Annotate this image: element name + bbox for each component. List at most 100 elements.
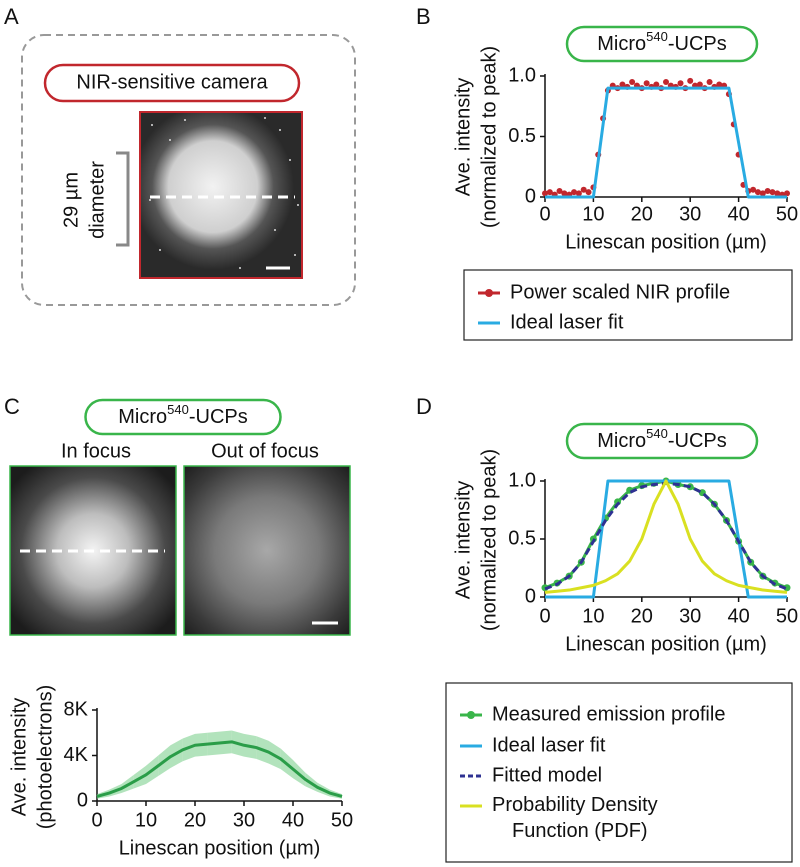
- data-point: [764, 187, 771, 194]
- scale-label: diameter: [86, 161, 108, 239]
- y-tick-label: 0: [525, 585, 536, 607]
- series-line: [544, 479, 788, 594]
- series-line: [544, 479, 788, 590]
- data-point: [542, 190, 548, 197]
- data-point: [759, 190, 766, 197]
- y-tick-label: 1.0: [508, 64, 536, 86]
- legend-label: Power scaled NIR profile: [510, 281, 730, 303]
- legend-box: [445, 682, 793, 863]
- legend-label: Measured emission profile: [492, 703, 725, 725]
- x-tick-label: 20: [184, 809, 206, 831]
- y-axis-label: Ave. intensity: [452, 481, 474, 600]
- data-point: [716, 81, 723, 88]
- data-point: [580, 186, 587, 193]
- data-point: [561, 190, 568, 197]
- legend-label: Probability Density Function (PDF): [492, 794, 663, 842]
- x-tick-label: 30: [679, 605, 701, 627]
- y-axis-label: (photoelectrons): [34, 685, 56, 830]
- y-tick-label: 1.0: [508, 469, 536, 491]
- data-point: [750, 186, 757, 193]
- x-axis-label: Linescan position (µm): [565, 633, 767, 655]
- x-axis-label: Linescan position (µm): [119, 837, 321, 859]
- data-point: [575, 190, 582, 197]
- title-part: -UCPs: [668, 33, 727, 55]
- title-part: 540: [167, 402, 189, 417]
- legend-label: Ideal laser fit: [510, 311, 624, 333]
- data-point: [769, 189, 776, 196]
- legend-label: Fitted model: [492, 764, 602, 786]
- x-tick-label: 30: [233, 809, 255, 831]
- title-part: Micro: [597, 33, 646, 55]
- title-part: 540: [646, 426, 668, 441]
- data-point: [706, 79, 713, 86]
- image-label: Out of focus: [211, 440, 319, 462]
- y-axis-label: Ave. intensity: [8, 698, 30, 817]
- data-point: [556, 187, 563, 194]
- data-point: [754, 189, 761, 196]
- x-tick-label: 40: [727, 605, 749, 627]
- panel-label: A: [4, 4, 19, 29]
- series-line: [545, 86, 787, 199]
- x-tick-label: 50: [776, 605, 798, 627]
- data-point: [585, 189, 592, 196]
- chart-title: Micro540-UCPs: [597, 426, 726, 452]
- series-line: [544, 481, 788, 591]
- data-point: [546, 189, 553, 196]
- legend-box: [463, 269, 793, 341]
- y-axis-label: (normalized to peak): [478, 449, 500, 631]
- data-point: [619, 81, 626, 88]
- y-axis-label: (normalized to peak): [478, 46, 500, 228]
- camera-label: NIR-sensitive camera: [76, 71, 268, 93]
- title-pill: [565, 25, 759, 63]
- x-tick-label: 10: [582, 203, 604, 225]
- panel-label: C: [4, 394, 20, 419]
- out-of-focus-image: [183, 465, 351, 636]
- scale-label: 29 µm: [60, 172, 82, 228]
- title-part: Micro: [118, 406, 167, 428]
- legend-marker: [467, 711, 475, 719]
- y-tick-label: 0: [525, 185, 536, 207]
- x-tick-label: 20: [631, 203, 653, 225]
- title-part: 540: [646, 29, 668, 44]
- nir-image-glow: [140, 112, 302, 278]
- data-point: [687, 77, 694, 84]
- data-point: [677, 80, 684, 87]
- x-tick-label: 10: [582, 605, 604, 627]
- title-part: Micro: [597, 430, 646, 452]
- x-tick-label: 10: [135, 809, 157, 831]
- x-tick-label: 50: [331, 809, 353, 831]
- x-tick-label: 20: [631, 605, 653, 627]
- image-label: In focus: [61, 440, 131, 462]
- x-tick-label: 40: [727, 203, 749, 225]
- camera-pill: [43, 63, 301, 103]
- data-point: [774, 190, 781, 197]
- series-line: [545, 479, 787, 599]
- chart-title: Micro540-UCPs: [118, 402, 247, 428]
- chart-title: Micro540-UCPs: [597, 29, 726, 55]
- x-tick-label: 0: [539, 605, 550, 627]
- y-tick-label: 0.5: [508, 125, 536, 147]
- data-point: [629, 79, 636, 86]
- y-tick-label: 8K: [64, 698, 89, 720]
- x-axis-label: Linescan position (µm): [565, 231, 767, 253]
- title-pill: [84, 398, 282, 436]
- y-tick-label: 0: [77, 789, 88, 811]
- data-point: [571, 189, 578, 196]
- legend-marker: [485, 289, 493, 297]
- data-point: [653, 81, 660, 88]
- camera-frame: [21, 34, 356, 306]
- y-axis-label: Ave. intensity: [452, 78, 474, 197]
- y-tick-label: 4K: [64, 744, 89, 766]
- series-line: [96, 740, 343, 798]
- title-part: -UCPs: [668, 430, 727, 452]
- panel-label: D: [416, 394, 432, 419]
- data-point: [663, 79, 669, 86]
- diameter-bracket: [116, 151, 130, 247]
- x-tick-label: 50: [776, 203, 798, 225]
- nir-image-border: [139, 111, 303, 279]
- legend-label: Ideal laser fit: [492, 734, 606, 756]
- title-part: -UCPs: [189, 406, 248, 428]
- speckles: [149, 117, 299, 269]
- x-tick-label: 30: [679, 203, 701, 225]
- panel-label: B: [416, 4, 431, 29]
